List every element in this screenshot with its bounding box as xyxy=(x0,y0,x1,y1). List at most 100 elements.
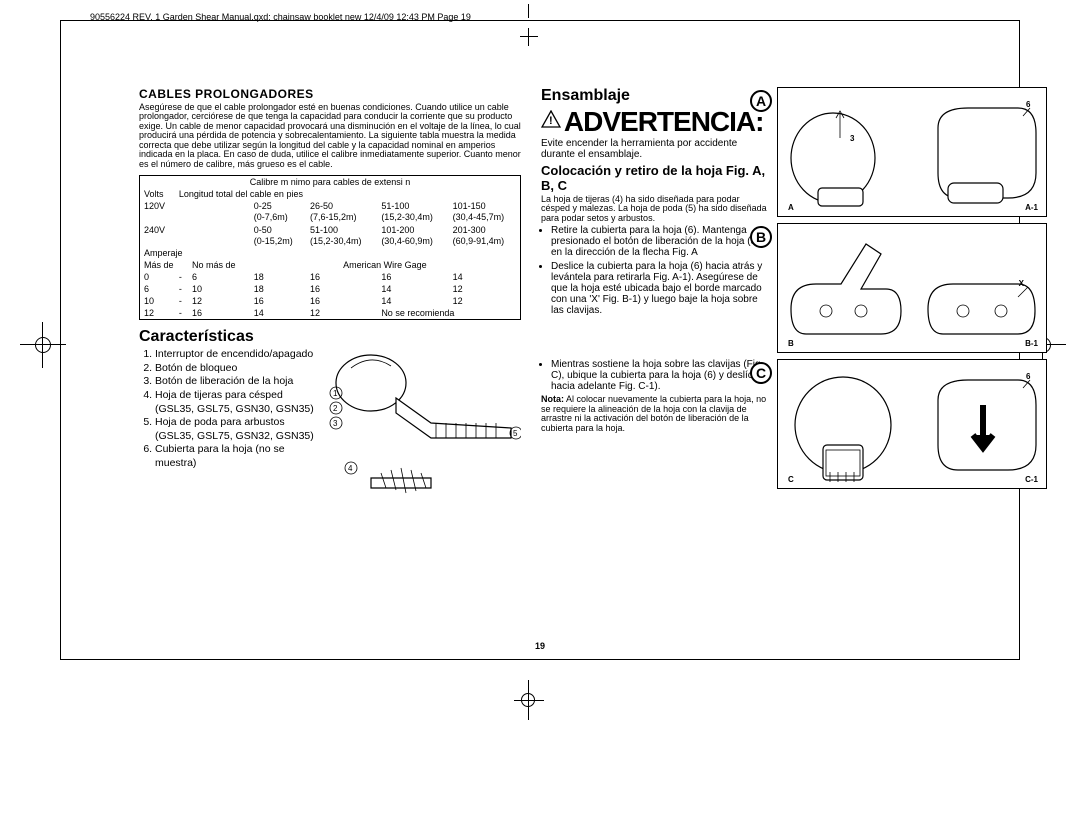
table-cell: 16 xyxy=(250,295,306,307)
table-cell: (60,9-91,4m) xyxy=(449,236,521,247)
note-text: Al colocar nuevamente la cubierta para l… xyxy=(541,394,766,432)
table-cell: 14 xyxy=(377,283,448,295)
svg-text:1: 1 xyxy=(333,389,338,398)
registration-mark xyxy=(28,330,58,360)
callout-x: X xyxy=(1019,279,1024,288)
table-cell: 14 xyxy=(449,271,521,283)
table-cell: 6 xyxy=(188,271,250,283)
fig-sub-a1: A-1 xyxy=(1025,203,1038,212)
list-item: Mientras sostiene la hoja sobre las clav… xyxy=(551,359,769,392)
table-cell: 18 xyxy=(250,283,306,295)
table-cell: 12 xyxy=(306,307,377,320)
fig-badge: A xyxy=(750,90,772,112)
fig-sub-b: B xyxy=(788,339,794,348)
warning-icon: ! xyxy=(541,110,561,128)
table-cell: Más de xyxy=(140,259,189,271)
figure-a: A 3 6 xyxy=(777,87,1047,217)
blade-intro: La hoja de tijeras (4) ha sido diseñada … xyxy=(541,195,769,223)
table-cell: 12 xyxy=(140,307,175,320)
features-list: Interruptor de encendido/apagado Botón d… xyxy=(139,348,321,531)
table-cell: Longitud total del cable en pies xyxy=(175,188,521,200)
heading-cables: CABLES PROLONGADORES xyxy=(139,87,521,101)
table-cell: 10 xyxy=(140,295,175,307)
table-cell: 18 xyxy=(250,271,306,283)
table-cell: No se recomienda xyxy=(377,307,520,320)
callout-6: 6 xyxy=(1026,100,1030,109)
table-cell: 0 xyxy=(140,271,175,283)
fig-badge: B xyxy=(750,226,772,248)
figures-column: A 3 6 xyxy=(777,87,1057,531)
table-cell: 16 xyxy=(188,307,250,320)
crop-mark xyxy=(520,680,538,720)
list-item: Cubierta para la hoja (no se muestra) xyxy=(155,443,321,470)
table-cell: 16 xyxy=(306,295,377,307)
table-cell: 120V xyxy=(140,200,175,212)
fig-sub-a: A xyxy=(788,203,794,212)
left-column: CABLES PROLONGADORES Asegúrese de que el… xyxy=(139,87,539,531)
cables-paragraph: Asegúrese de que el cable prolongador es… xyxy=(139,103,521,169)
list-item: Botón de bloqueo xyxy=(155,362,321,376)
warning-text: Evite encender la herramienta por accide… xyxy=(541,138,737,161)
list-item: Hoja de tijeras para césped (GSL35, GSL7… xyxy=(155,389,321,416)
table-cell: - xyxy=(175,283,188,295)
table-cell: 12 xyxy=(188,295,250,307)
table-title: Calibre m nimo para cables de extensi n xyxy=(140,176,521,189)
table-cell: 0-50 xyxy=(250,224,306,236)
figure-c: C 6 xyxy=(777,359,1047,489)
table-cell: 16 xyxy=(306,271,377,283)
warning-line: ! ADVERTENCIA: Evite encender la herrami… xyxy=(541,107,769,161)
table-cell: (15,2-30,4m) xyxy=(306,236,377,247)
subheading-blade: Colocación y retiro de la hoja Fig. A, B… xyxy=(541,163,769,193)
table-cell: 240V xyxy=(140,224,175,236)
list-item: Deslice la cubierta para la hoja (6) hac… xyxy=(551,261,769,316)
table-cell: 26-50 xyxy=(306,200,377,212)
heading-assembly: Ensamblaje xyxy=(541,87,769,105)
table-cell: 51-100 xyxy=(377,200,448,212)
heading-features: Características xyxy=(139,328,521,346)
table-cell: 51-100 xyxy=(306,224,377,236)
list-item: Interruptor de encendido/apagado xyxy=(155,348,321,362)
table-cell: 0-25 xyxy=(250,200,306,212)
page-number: 19 xyxy=(535,641,545,651)
table-cell: 201-300 xyxy=(449,224,521,236)
list-item: Hoja de poda para arbustos (GSL35, GSL75… xyxy=(155,416,321,443)
table-cell: Amperaje xyxy=(140,247,521,259)
svg-text:5: 5 xyxy=(513,429,518,438)
callout-3: 3 xyxy=(850,134,854,143)
steps-list: Retire la cubierta para la hoja (6). Man… xyxy=(541,225,769,316)
table-cell: - xyxy=(175,271,188,283)
table-cell: 12 xyxy=(449,295,521,307)
svg-text:3: 3 xyxy=(333,419,338,428)
table-cell: 101-150 xyxy=(449,200,521,212)
warning-label: ADVERTENCIA: xyxy=(564,106,764,137)
table-cell: 14 xyxy=(377,295,448,307)
fig-sub-c1: C-1 xyxy=(1025,475,1038,484)
table-cell: Volts xyxy=(140,188,175,200)
crop-mark xyxy=(528,4,529,18)
table-cell: 16 xyxy=(306,283,377,295)
right-text-column: Ensamblaje ! ADVERTENCIA: Evite encender… xyxy=(541,87,777,531)
table-cell: 101-200 xyxy=(377,224,448,236)
note-paragraph: Nota: Al colocar nuevamente la cubierta … xyxy=(541,395,769,433)
table-cell: 16 xyxy=(377,271,448,283)
list-item: Botón de liberación de la hoja xyxy=(155,375,321,389)
svg-text:2: 2 xyxy=(333,404,338,413)
table-cell: American Wire Gage xyxy=(250,259,521,271)
svg-text:4: 4 xyxy=(348,464,353,473)
fig-sub-c: C xyxy=(788,475,794,484)
list-item: Retire la cubierta para la hoja (6). Man… xyxy=(551,225,769,258)
table-cell: (30,4-45,7m) xyxy=(449,212,521,223)
table-cell: (30,4-60,9m) xyxy=(377,236,448,247)
table-cell: 6 xyxy=(140,283,175,295)
table-cell: (0-15,2m) xyxy=(250,236,306,247)
fig-badge: C xyxy=(750,362,772,384)
table-cell: 10 xyxy=(188,283,250,295)
fig-sub-b1: B-1 xyxy=(1025,339,1038,348)
table-cell: (0-7,6m) xyxy=(250,212,306,223)
page-frame: CABLES PROLONGADORES Asegúrese de que el… xyxy=(60,20,1020,660)
table-cell: (7,6-15,2m) xyxy=(306,212,377,223)
wire-gauge-table: Calibre m nimo para cables de extensi n … xyxy=(139,175,521,320)
svg-text:!: ! xyxy=(549,115,553,127)
figure-b: B X B B-1 xyxy=(777,223,1047,353)
table-cell: - xyxy=(175,295,188,307)
